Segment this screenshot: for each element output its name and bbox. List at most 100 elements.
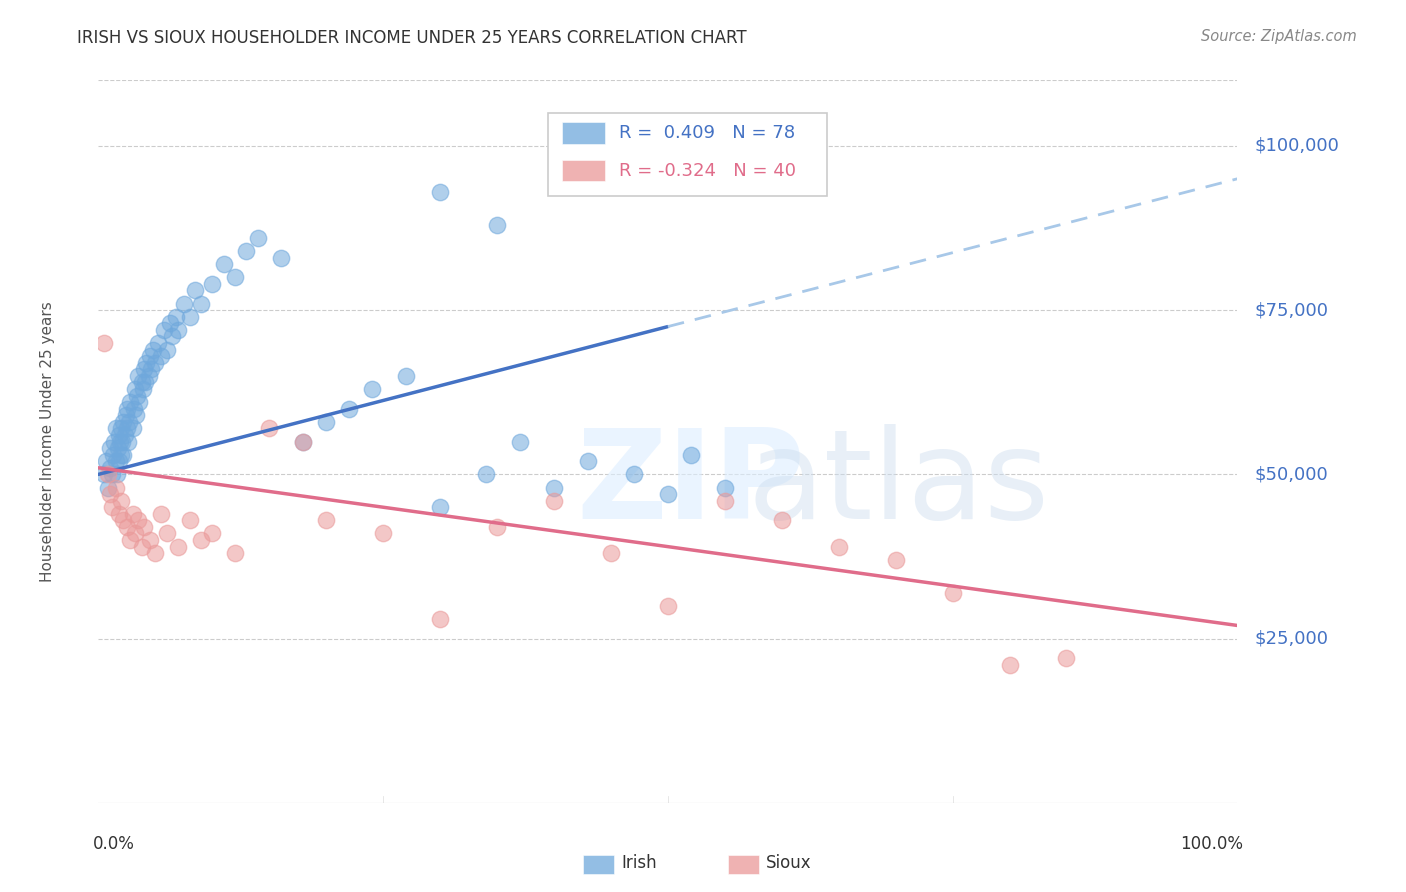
Point [190,296,212,310]
Point [131,376,153,390]
Point [114,428,136,442]
Point [145,546,167,560]
Text: $25,000: $25,000 [1254,630,1329,648]
Point [112,415,135,429]
Point [98,460,121,475]
Point [132,520,155,534]
Text: atlas: atlas [748,425,1050,545]
Point [165,310,187,324]
Point [201,277,224,291]
Point [108,454,131,468]
Point [139,362,162,376]
Point [156,526,179,541]
Point [96,454,118,468]
Point [124,382,146,396]
Point [108,507,131,521]
Point [576,454,599,468]
Point [110,493,132,508]
Point [543,493,565,508]
Point [153,323,176,337]
Point [270,251,292,265]
Point [543,481,565,495]
Point [98,487,121,501]
Point [118,415,141,429]
Point [235,244,257,258]
Point [173,296,195,310]
Point [135,356,157,370]
Point [128,395,150,409]
Point [112,513,135,527]
FancyBboxPatch shape [548,112,827,196]
Point [115,401,138,416]
Point [474,467,496,482]
Point [259,421,281,435]
Point [134,376,156,390]
Point [96,467,118,482]
Point [201,526,224,541]
Point [96,481,118,495]
FancyBboxPatch shape [562,122,605,144]
Point [150,349,173,363]
Point [125,409,148,423]
Point [828,540,851,554]
Point [121,507,143,521]
Point [93,467,115,482]
Point [146,336,169,351]
Point [103,434,125,449]
Point [679,448,702,462]
Text: Householder Income Under 25 years: Householder Income Under 25 years [39,301,55,582]
Point [179,513,201,527]
Point [162,329,184,343]
Point [1054,651,1078,665]
Point [315,415,337,429]
Text: 100.0%: 100.0% [1180,835,1243,854]
Point [104,481,127,495]
Point [486,520,509,534]
Text: ZIP: ZIP [576,425,806,545]
Text: IRISH VS SIOUX HOUSEHOLDER INCOME UNDER 25 YEARS CORRELATION CHART: IRISH VS SIOUX HOUSEHOLDER INCOME UNDER … [77,29,747,46]
Point [486,218,509,232]
Point [114,409,136,423]
Point [104,454,127,468]
Point [132,382,155,396]
Point [112,448,135,462]
Text: $50,000: $50,000 [1254,466,1329,483]
Point [657,599,679,613]
Point [212,257,235,271]
Point [120,533,142,547]
Point [142,343,165,357]
Point [159,316,181,330]
Point [108,434,131,449]
Text: R =  0.409   N = 78: R = 0.409 N = 78 [619,124,794,142]
Point [110,421,132,435]
Point [292,434,315,449]
Point [108,428,131,442]
Point [770,513,793,527]
Point [509,434,531,449]
Point [138,349,160,363]
Point [98,441,121,455]
Point [714,481,737,495]
Point [110,448,132,462]
Point [429,500,451,515]
Point [107,441,129,455]
Point [104,421,127,435]
Point [115,421,138,435]
Point [395,368,418,383]
Point [371,526,394,541]
Point [145,356,167,370]
FancyBboxPatch shape [562,160,605,181]
Point [156,343,179,357]
Point [101,500,124,515]
Text: R = -0.324   N = 40: R = -0.324 N = 40 [619,161,796,179]
Point [179,310,201,324]
Point [167,540,190,554]
Point [127,513,149,527]
Point [115,520,138,534]
Point [122,401,145,416]
Point [167,323,190,337]
Point [292,434,315,449]
Point [138,368,160,383]
Point [246,231,269,245]
Point [224,546,246,560]
